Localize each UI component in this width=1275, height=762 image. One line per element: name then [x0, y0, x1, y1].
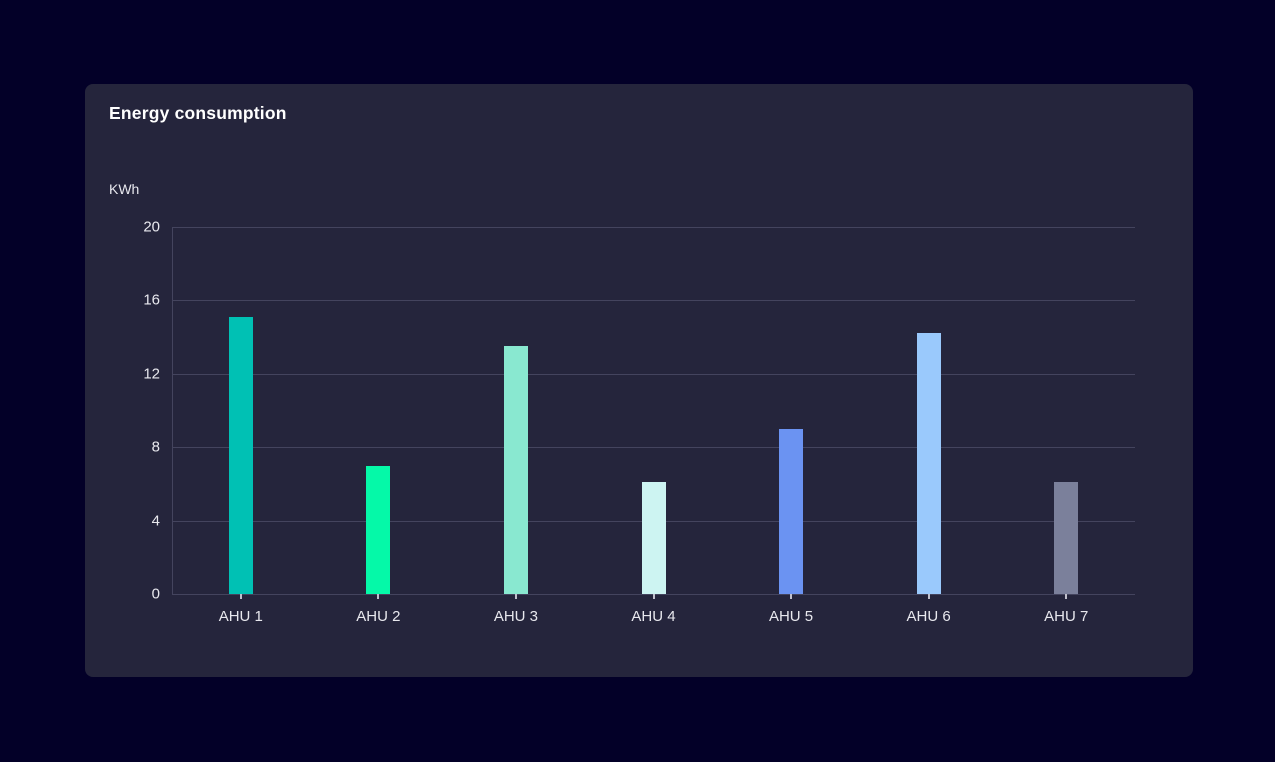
x-tick-label-ahu-3: AHU 3	[493, 608, 539, 625]
gridline	[172, 227, 1135, 228]
y-tick-label: 12	[143, 365, 160, 383]
x-axis-tick	[514, 594, 517, 599]
y-tick-label: 8	[151, 438, 160, 456]
x-tick-label-ahu-1: AHU 1	[218, 608, 263, 625]
x-axis-tick	[927, 594, 930, 599]
y-tick-label: 4	[151, 512, 160, 530]
x-axis-tick	[1065, 594, 1068, 599]
y-axis-labels: 0 4 8 12 16 20	[85, 219, 160, 603]
x-axis-tick	[239, 594, 242, 599]
x-tick-label-ahu-7: AHU 7	[1044, 608, 1089, 625]
bar-ahu-6[interactable]	[916, 333, 941, 594]
energy-consumption-card: Energy consumption KWh 0 4 8 12 16 20 AHU 1 AH…	[85, 84, 1193, 677]
card-title: Energy consumption	[109, 103, 287, 123]
bar-ahu-7[interactable]	[1054, 482, 1079, 594]
bar-ahu-2[interactable]	[366, 465, 391, 594]
gridline	[172, 373, 1135, 375]
bar-ahu-1[interactable]	[228, 316, 253, 594]
x-axis-tick	[652, 594, 655, 599]
y-tick-label: 0	[151, 585, 160, 603]
y-axis-unit-label: KWh	[109, 181, 140, 197]
y-tick-label: 20	[143, 218, 160, 236]
bar-ahu-4[interactable]	[641, 482, 666, 594]
x-tick-label-ahu-6: AHU 6	[906, 608, 951, 625]
x-axis-labels: AHU 1 AHU 2 AHU 3 AHU 4 AHU 5 AHU 6 AHU 7	[172, 608, 1135, 630]
plot-area	[172, 227, 1135, 599]
x-tick-label-ahu-5: AHU 5	[768, 608, 814, 625]
y-axis-line	[172, 227, 173, 594]
bar-ahu-5[interactable]	[779, 428, 804, 594]
x-tick-label-ahu-4: AHU 4	[631, 608, 676, 625]
gridline	[172, 300, 1135, 302]
x-tick-label-ahu-2: AHU 2	[356, 608, 401, 625]
y-tick-label: 16	[143, 291, 160, 309]
gridline	[172, 447, 1135, 449]
x-axis-tick	[377, 594, 380, 599]
bar-ahu-3[interactable]	[503, 346, 528, 594]
x-axis-tick	[790, 594, 793, 599]
